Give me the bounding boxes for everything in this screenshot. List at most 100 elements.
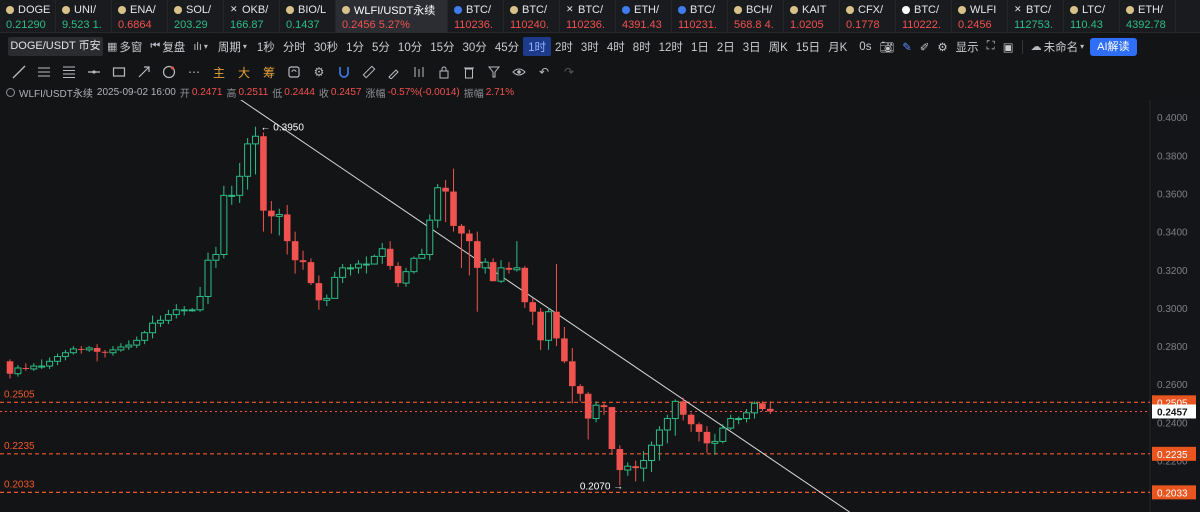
rectangle-icon[interactable] xyxy=(108,62,130,82)
interval-option[interactable]: 5分 xyxy=(372,41,390,54)
ticker-tab[interactable]: KAIT 1.0205 xyxy=(784,0,840,33)
ticker-tab[interactable]: CFX/0.1778 xyxy=(840,0,896,33)
replay-button[interactable]: ⏮ 复盘 xyxy=(146,39,189,55)
ai-analysis-button[interactable]: AI解读 xyxy=(1090,37,1137,56)
window-icon[interactable]: ▣ xyxy=(1002,41,1014,54)
brush-icon[interactable] xyxy=(383,62,405,82)
more-tools-icon[interactable]: ⋯ xyxy=(188,65,200,79)
candlestick-chart[interactable]: 0.4000 0.3800 0.3600 0.3400 0.3200 0.3000 0.28… xyxy=(0,100,1200,512)
chip-tool[interactable]: 筹 xyxy=(262,65,275,80)
ticker-tab[interactable]: BIO/L 0.1437 xyxy=(280,0,336,33)
ticker-tab[interactable]: BTC/110240. xyxy=(504,0,560,33)
pen-icon[interactable]: ✎ xyxy=(902,41,912,54)
interval-option[interactable]: 30分 xyxy=(462,41,487,54)
ticker-tab[interactable]: WLFI/USDT永续 0.2456 5.27% xyxy=(336,0,448,33)
trash-icon[interactable] xyxy=(458,62,480,82)
multi-window-button[interactable]: ▦ 多窗 xyxy=(103,39,146,55)
interval-option[interactable]: 1分 xyxy=(346,41,365,54)
fullscreen-icon[interactable]: ⛶ xyxy=(986,40,995,52)
filter-icon[interactable] xyxy=(483,62,505,82)
ticker-tab[interactable]: WLFI 0.2456 xyxy=(952,0,1008,33)
interval-option[interactable]: 8时 xyxy=(632,41,651,54)
ticker-tab[interactable]: ✕ BTC/110236. xyxy=(560,0,616,33)
trend-line-icon[interactable] xyxy=(8,62,30,82)
interval-option[interactable]: 1秒 xyxy=(256,41,275,54)
ticker-tab-header: BTC/ xyxy=(510,3,559,16)
ticker-tab[interactable]: BTC/110231. xyxy=(672,0,728,33)
parallel-lines-icon[interactable] xyxy=(33,62,55,82)
period-button[interactable]: 周期 ▾ xyxy=(214,39,253,55)
chart-type-button[interactable]: ılı ▾ xyxy=(189,41,214,53)
interval-option[interactable]: 分时 xyxy=(282,41,306,54)
undo-icon[interactable]: ↶ xyxy=(538,65,550,79)
ruler-icon[interactable] xyxy=(358,62,380,82)
visibility-icon[interactable] xyxy=(6,88,15,97)
ticker-tab[interactable]: BTC/110222. xyxy=(896,0,952,33)
eye-icon[interactable] xyxy=(508,62,530,82)
candle-body xyxy=(46,360,54,367)
ticker-tab[interactable]: BCH/568.8 4. xyxy=(728,0,784,33)
ticker-tab[interactable]: ✕ BTC/112753. xyxy=(1008,0,1064,33)
interval-option[interactable]: 3时 xyxy=(580,41,599,54)
sync-icon[interactable] xyxy=(283,62,305,82)
change-label: 涨幅 xyxy=(365,89,386,100)
redo-icon[interactable]: ↷ xyxy=(563,65,575,79)
candle-body xyxy=(442,187,449,192)
interval-option[interactable]: 4时 xyxy=(606,41,625,54)
interval-option[interactable]: 周K xyxy=(768,41,788,54)
interval-option[interactable]: 2日 xyxy=(716,41,735,54)
ticker-tab[interactable]: LTC/110.43 xyxy=(1064,0,1120,33)
magnet-icon[interactable] xyxy=(333,62,355,82)
edit-icon[interactable]: ✐ xyxy=(919,41,930,54)
display-button[interactable]: 显示 xyxy=(955,41,979,54)
gear-icon[interactable]: ⚙ xyxy=(313,65,325,79)
ticker-tab[interactable]: DOGE 0.21290 xyxy=(0,0,56,33)
ticker-tab[interactable]: ✕ OKB/166.87 xyxy=(224,0,280,33)
ticker-price: 112753. xyxy=(1014,19,1053,31)
price-chart[interactable]: 0.4000 0.3800 0.3600 0.3400 0.3200 0.3000 0.28… xyxy=(0,100,1200,512)
interval-option[interactable]: 30秒 xyxy=(313,41,339,54)
settings-icon[interactable]: ⚙ xyxy=(937,41,948,54)
interval-option[interactable]: 45分 xyxy=(494,41,520,54)
interval-option[interactable]: 月K xyxy=(828,41,848,54)
interval-option[interactable]: 3日 xyxy=(742,41,761,54)
candle-body xyxy=(569,361,576,387)
candle-body xyxy=(767,408,774,412)
open-value: 0.2471 xyxy=(191,87,223,98)
horizontal-line-icon[interactable] xyxy=(83,62,105,82)
pair-selector[interactable]: DOGE/USDT 币安 xyxy=(8,37,103,56)
interval-option[interactable]: 15分 xyxy=(430,41,455,54)
interval-option[interactable]: 1时 xyxy=(523,37,552,56)
ticker-tab[interactable]: ETH/4392.78 xyxy=(1120,0,1176,33)
ticker-tab[interactable]: ETH/4391.43 xyxy=(616,0,672,33)
camera-icon[interactable]: 📷︎ xyxy=(879,41,895,54)
lock-icon[interactable] xyxy=(433,62,455,82)
candle-body xyxy=(101,351,109,353)
interval-option[interactable]: 2时 xyxy=(555,41,573,54)
candle-body xyxy=(204,259,212,297)
price-axis xyxy=(1150,100,1200,512)
large-order-tool[interactable]: 大 xyxy=(237,65,250,80)
coin-icon xyxy=(790,5,798,14)
ticker-tab-header: CFX/ xyxy=(846,3,895,16)
ticker-tab[interactable]: SOL/203.29 xyxy=(168,0,224,33)
layout-button[interactable]: ☁ 未命名 ▾ xyxy=(1027,39,1091,55)
candle-body xyxy=(14,367,22,375)
bars-icon[interactable] xyxy=(408,62,430,82)
ticker-tab[interactable]: UNI/9.523 1. xyxy=(56,0,112,33)
interval-option[interactable]: 15日 xyxy=(795,41,821,54)
interval-option[interactable]: 12时 xyxy=(658,41,683,54)
ticker-tab[interactable]: ENA/0.6864 xyxy=(112,0,168,33)
interval-option[interactable]: 10分 xyxy=(397,41,423,54)
interval-option[interactable]: 1日 xyxy=(690,41,709,54)
fib-lines-icon[interactable] xyxy=(58,62,80,82)
ticker-symbol: OKB/ xyxy=(242,3,269,16)
arrow-icon[interactable] xyxy=(133,62,155,82)
palette-icon[interactable] xyxy=(158,62,180,82)
high-label: 高 xyxy=(226,89,237,100)
candle-body xyxy=(553,311,560,339)
y-tick-label: 0.2800 xyxy=(1157,342,1188,353)
level-label-left: 0.2033 xyxy=(4,479,35,490)
ticker-tab[interactable]: BTC/110236. xyxy=(448,0,504,33)
main-force-tool[interactable]: 主 xyxy=(212,65,225,80)
